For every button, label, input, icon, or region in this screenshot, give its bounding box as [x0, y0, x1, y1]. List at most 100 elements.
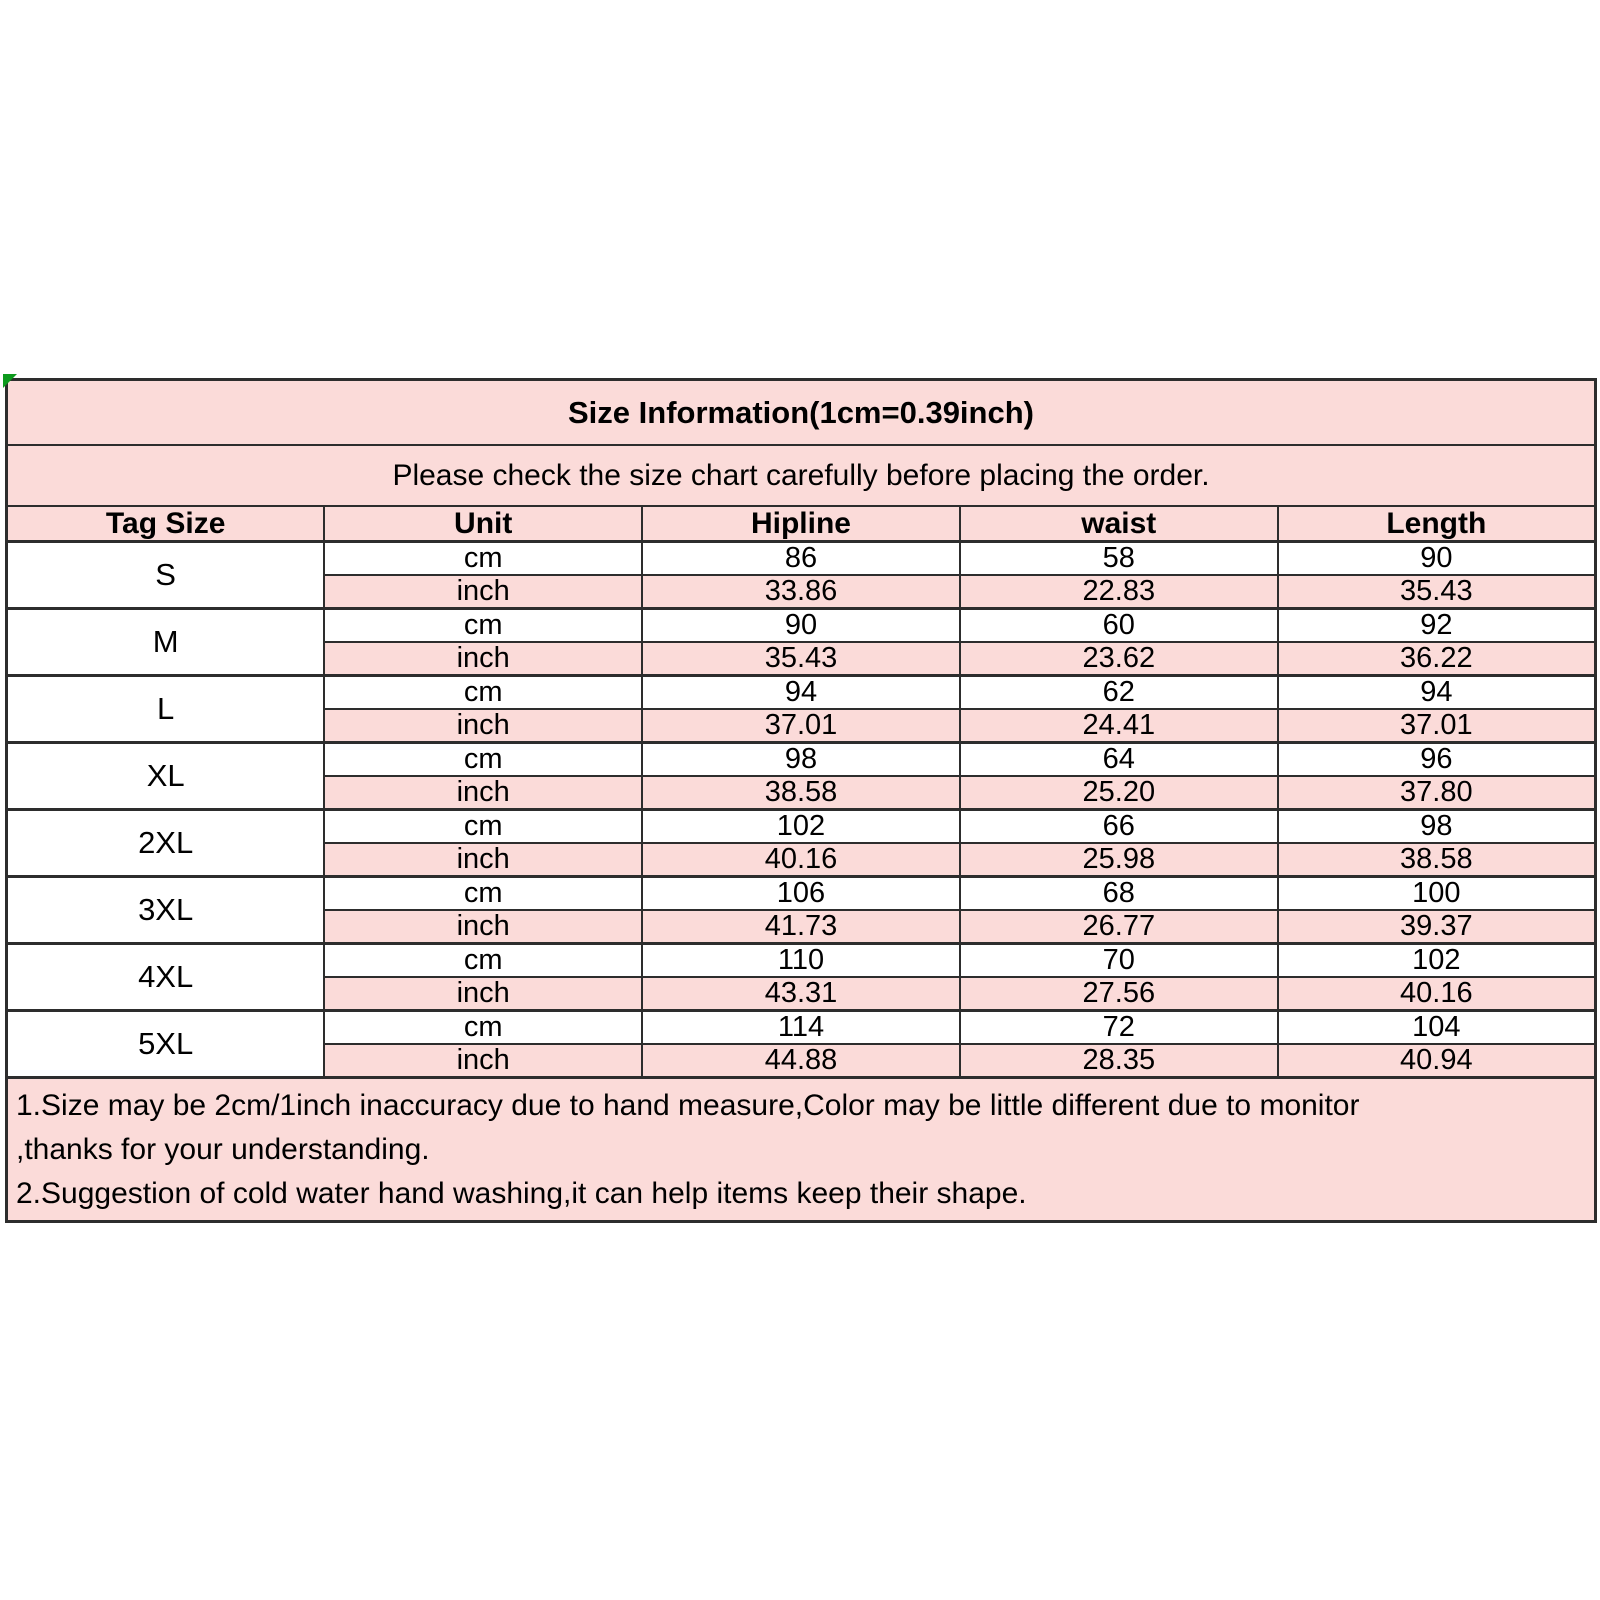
hipline-inch-value: 37.01 — [641, 708, 961, 744]
length-inch-value: 37.80 — [1276, 775, 1597, 811]
hipline-inch-value: 38.58 — [641, 775, 961, 811]
hipline-inch-value: 44.88 — [641, 1043, 961, 1079]
length-inch-value: 36.22 — [1276, 641, 1597, 677]
unit-cell: inch — [323, 641, 644, 677]
hipline-cm-value: 106 — [641, 875, 961, 911]
length-cm-value: 94 — [1276, 674, 1597, 710]
tag-size-cell: M — [5, 607, 326, 677]
table-row: XL cm 98 64 96 — [5, 741, 1597, 811]
waist-inch-value: 24.41 — [958, 708, 1279, 744]
unit-cell: inch — [323, 708, 644, 744]
length-inch-value: 40.16 — [1276, 976, 1597, 1012]
length-inch-value: 40.94 — [1276, 1043, 1597, 1079]
waist-inch-value: 27.56 — [958, 976, 1279, 1012]
unit-cell: inch — [323, 574, 644, 610]
length-inch-value: 39.37 — [1276, 909, 1597, 945]
table-row: 5XL cm 114 72 104 — [5, 1009, 1597, 1079]
table-title: Size Information(1cm=0.39inch) — [5, 378, 1597, 446]
length-cm-value: 98 — [1276, 808, 1597, 844]
table-row: inch 33.86 22.83 35.43 — [7, 574, 1597, 610]
waist-inch-value: 23.62 — [958, 641, 1279, 677]
length-cm-value: 96 — [1276, 741, 1597, 777]
waist-inch-value: 22.83 — [958, 574, 1279, 610]
length-cm-value: 100 — [1276, 875, 1597, 911]
waist-cm-value: 70 — [958, 942, 1279, 978]
tag-size-cell: 3XL — [5, 875, 326, 945]
unit-cell: inch — [323, 775, 644, 811]
table-row: inch 44.88 28.35 40.94 — [7, 1043, 1597, 1079]
hipline-inch-value: 35.43 — [641, 641, 961, 677]
unit-cell: cm — [323, 808, 644, 844]
table-subtitle: Please check the size chart carefully be… — [5, 444, 1597, 507]
tag-size-cell: L — [5, 674, 326, 744]
length-cm-value: 90 — [1276, 540, 1597, 576]
hipline-cm-value: 90 — [641, 607, 961, 643]
unit-cell: cm — [323, 875, 644, 911]
unit-cell: cm — [323, 540, 644, 576]
table-row: inch 37.01 24.41 37.01 — [7, 708, 1597, 744]
unit-cell: inch — [323, 909, 644, 945]
tag-size-cell: 4XL — [5, 942, 326, 1012]
waist-cm-value: 66 — [958, 808, 1279, 844]
waist-cm-value: 60 — [958, 607, 1279, 643]
waist-cm-value: 64 — [958, 741, 1279, 777]
hipline-inch-value: 43.31 — [641, 976, 961, 1012]
hipline-inch-value: 33.86 — [641, 574, 961, 610]
length-inch-value: 37.01 — [1276, 708, 1597, 744]
tag-size-cell: 2XL — [5, 808, 326, 878]
length-cm-value: 92 — [1276, 607, 1597, 643]
unit-cell: cm — [323, 1009, 644, 1045]
table-row: inch 43.31 27.56 40.16 — [7, 976, 1597, 1012]
column-header-tag-size: Tag Size — [5, 505, 326, 543]
hipline-cm-value: 94 — [641, 674, 961, 710]
hipline-cm-value: 102 — [641, 808, 961, 844]
tag-size-cell: 5XL — [5, 1009, 326, 1079]
tag-size-cell: S — [5, 540, 326, 610]
waist-cm-value: 72 — [958, 1009, 1279, 1045]
table-row: inch 40.16 25.98 38.58 — [7, 842, 1597, 878]
hipline-inch-value: 41.73 — [641, 909, 961, 945]
waist-cm-value: 62 — [958, 674, 1279, 710]
hipline-cm-value: 114 — [641, 1009, 961, 1045]
unit-cell: inch — [323, 976, 644, 1012]
column-header-length: Length — [1276, 505, 1597, 543]
waist-cm-value: 58 — [958, 540, 1279, 576]
waist-inch-value: 25.98 — [958, 842, 1279, 878]
waist-cm-value: 68 — [958, 875, 1279, 911]
waist-inch-value: 26.77 — [958, 909, 1279, 945]
waist-inch-value: 25.20 — [958, 775, 1279, 811]
waist-inch-value: 28.35 — [958, 1043, 1279, 1079]
unit-cell: cm — [323, 741, 644, 777]
note-line-1: 1.Size may be 2cm/1inch inaccuracy due t… — [16, 1089, 1360, 1122]
length-cm-value: 102 — [1276, 942, 1597, 978]
table-row: 2XL cm 102 66 98 — [5, 808, 1597, 878]
table-row: S cm 86 58 90 — [5, 540, 1597, 610]
notes-cell: 1.Size may be 2cm/1inch inaccuracy due t… — [5, 1076, 1597, 1223]
table-row: inch 38.58 25.20 37.80 — [7, 775, 1597, 811]
table-row: inch 35.43 23.62 36.22 — [7, 641, 1597, 677]
unit-cell: inch — [323, 842, 644, 878]
size-chart-table: Size Information(1cm=0.39inch) Please ch… — [5, 378, 1597, 1223]
column-header-unit: Unit — [323, 505, 644, 543]
tag-size-cell: XL — [5, 741, 326, 811]
length-inch-value: 35.43 — [1276, 574, 1597, 610]
unit-cell: cm — [323, 942, 644, 978]
table-row: M cm 90 60 92 — [5, 607, 1597, 677]
unit-cell: cm — [323, 607, 644, 643]
hipline-inch-value: 40.16 — [641, 842, 961, 878]
length-cm-value: 104 — [1276, 1009, 1597, 1045]
excel-corner-marker-icon — [3, 374, 17, 388]
table-row: L cm 94 62 94 — [5, 674, 1597, 744]
note-line-3: 2.Suggestion of cold water hand washing,… — [16, 1177, 1027, 1210]
note-line-2: ,thanks for your understanding. — [16, 1133, 430, 1166]
hipline-cm-value: 98 — [641, 741, 961, 777]
table-row: 3XL cm 106 68 100 — [5, 875, 1597, 945]
unit-cell: inch — [323, 1043, 644, 1079]
table-row: 4XL cm 110 70 102 — [5, 942, 1597, 1012]
hipline-cm-value: 110 — [641, 942, 961, 978]
length-inch-value: 38.58 — [1276, 842, 1597, 878]
unit-cell: cm — [323, 674, 644, 710]
column-header-hipline: Hipline — [641, 505, 961, 543]
table-row: inch 41.73 26.77 39.37 — [7, 909, 1597, 945]
column-header-waist: waist — [958, 505, 1279, 543]
